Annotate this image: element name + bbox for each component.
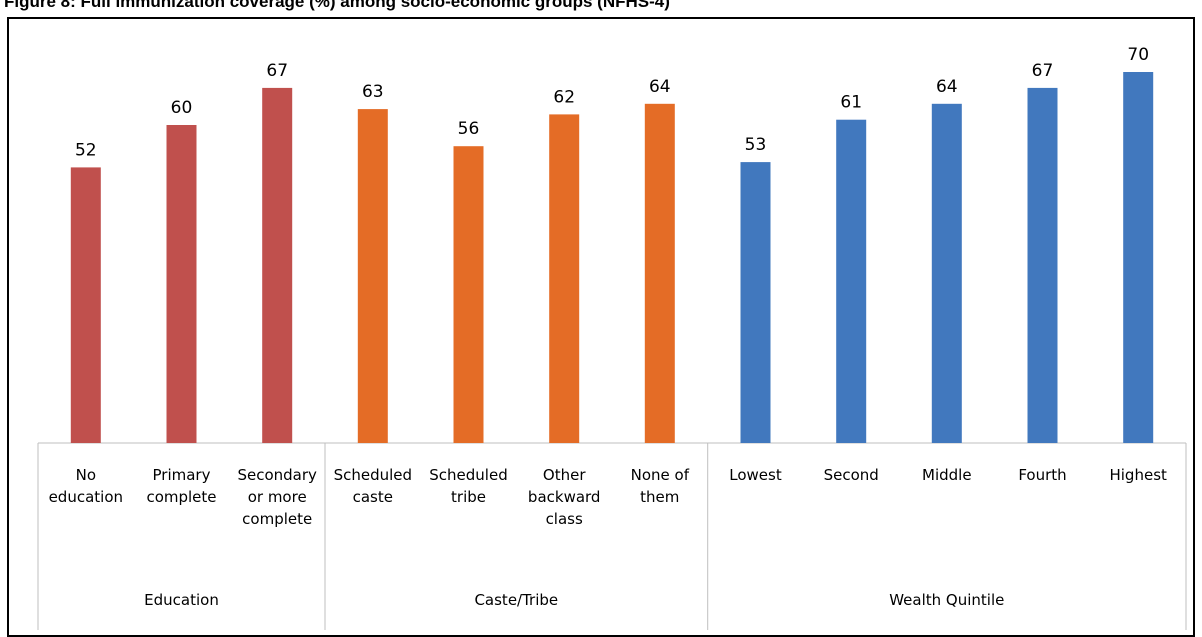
chart-title: Figure 8: Full immunization coverage (%)…: [4, 0, 670, 11]
group-label: Education: [144, 591, 219, 609]
bar: [836, 119, 867, 443]
bar: [70, 167, 101, 443]
tick-label: Second: [824, 466, 879, 484]
tick-label: None of them: [631, 466, 690, 506]
bar: [740, 162, 771, 443]
tick-label: Secondary or more complete: [237, 466, 317, 528]
bar: [549, 114, 580, 444]
bar: [1123, 72, 1154, 443]
bar: [931, 103, 962, 444]
data-label: 62: [553, 87, 575, 107]
data-label: 52: [75, 140, 97, 160]
bar: [644, 103, 675, 444]
bar: [1027, 87, 1058, 444]
data-label: 67: [1032, 61, 1054, 81]
data-label: 60: [171, 98, 193, 118]
tick-label: Primary complete: [146, 466, 216, 506]
data-label: 64: [649, 77, 671, 97]
group-label: Caste/Tribe: [474, 591, 558, 609]
bar: [262, 87, 293, 444]
group-label: Wealth Quintile: [889, 591, 1004, 609]
bar: [166, 125, 197, 443]
tick-label: Scheduled caste: [334, 466, 412, 506]
tick-label: Scheduled tribe: [429, 466, 507, 506]
tick-label: Other backward class: [528, 466, 601, 528]
data-label: 64: [936, 77, 958, 97]
tick-label: No education: [49, 466, 123, 506]
data-label: 56: [458, 119, 480, 139]
data-label: 67: [266, 61, 288, 81]
data-label: 70: [1127, 45, 1149, 65]
data-label: 61: [840, 93, 862, 113]
tick-label: Fourth: [1018, 466, 1066, 484]
data-label: 63: [362, 82, 384, 102]
tick-label: Highest: [1109, 466, 1167, 484]
bar: [453, 146, 484, 443]
bar: [357, 109, 388, 443]
tick-label: Middle: [922, 466, 972, 484]
tick-label: Lowest: [729, 466, 782, 484]
data-label: 53: [745, 135, 767, 155]
